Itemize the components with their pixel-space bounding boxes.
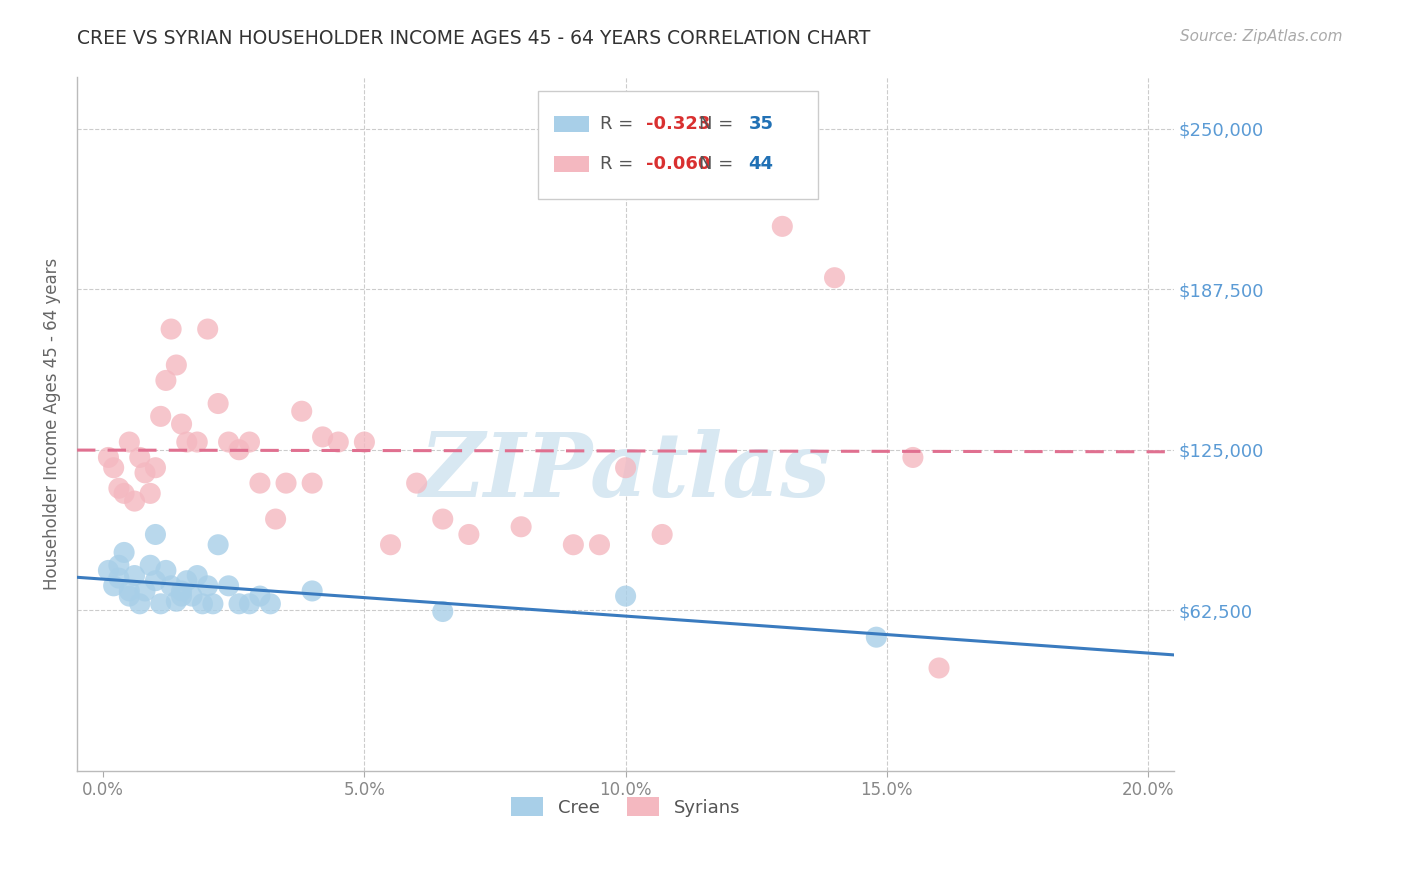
Text: 44: 44 [748,155,773,173]
Point [457,527,479,541]
Point [112,545,135,559]
Point [145,527,167,541]
Point [170,417,193,431]
Point [432,512,454,526]
Point [155,373,177,387]
Point [207,538,229,552]
Text: -0.323: -0.323 [647,115,711,133]
Point [865,630,887,644]
Y-axis label: Householder Income Ages 45 - 64 years: Householder Income Ages 45 - 64 years [44,258,60,591]
Point [108,558,131,573]
Point [614,460,637,475]
Point [562,538,585,552]
Point [176,574,198,588]
Point [405,476,427,491]
Point [249,476,271,491]
Point [118,435,141,450]
Point [380,538,402,552]
Point [103,579,125,593]
Point [128,450,150,465]
Point [651,527,673,541]
Point [218,435,240,450]
Point [301,476,323,491]
Point [124,494,146,508]
Point [145,574,167,588]
Point [134,466,156,480]
FancyBboxPatch shape [554,156,589,172]
Point [155,563,177,577]
Point [160,579,183,593]
Point [291,404,314,418]
Legend: Cree, Syrians: Cree, Syrians [503,790,748,824]
Point [149,409,172,424]
Point [128,597,150,611]
Point [311,430,333,444]
Point [510,520,533,534]
FancyBboxPatch shape [538,91,817,199]
Point [170,589,193,603]
Text: R =: R = [600,115,640,133]
Point [207,396,229,410]
Point [588,538,610,552]
Point [165,594,187,608]
Text: Source: ZipAtlas.com: Source: ZipAtlas.com [1180,29,1343,44]
Point [139,486,162,500]
Point [201,597,224,611]
Point [112,486,135,500]
Point [770,219,793,234]
Point [238,435,260,450]
Point [218,579,240,593]
Point [824,270,846,285]
Point [328,435,350,450]
Point [614,589,637,603]
Point [197,322,219,336]
Text: R =: R = [600,155,640,173]
Point [160,322,183,336]
Point [108,571,131,585]
Point [165,358,187,372]
Point [170,584,193,599]
Text: ZIPatlas: ZIPatlas [420,429,831,516]
Point [124,568,146,582]
Point [928,661,950,675]
Point [108,481,131,495]
Point [249,589,271,603]
Point [259,597,281,611]
Point [118,589,141,603]
Point [145,460,167,475]
Point [186,568,208,582]
Point [176,435,198,450]
Point [666,178,689,193]
Point [186,435,208,450]
Point [301,584,323,599]
Point [228,442,250,457]
Point [228,597,250,611]
Point [274,476,297,491]
Point [432,605,454,619]
Point [264,512,287,526]
Text: 35: 35 [748,115,773,133]
Point [97,563,120,577]
Point [139,558,162,573]
Point [103,460,125,475]
Point [353,435,375,450]
Point [238,597,260,611]
Text: N =: N = [699,115,740,133]
Point [197,579,219,593]
Point [181,589,204,603]
FancyBboxPatch shape [554,116,589,131]
Point [97,450,120,465]
Point [118,584,141,599]
Text: CREE VS SYRIAN HOUSEHOLDER INCOME AGES 45 - 64 YEARS CORRELATION CHART: CREE VS SYRIAN HOUSEHOLDER INCOME AGES 4… [77,29,870,48]
Point [901,450,924,465]
Point [191,597,214,611]
Point [149,597,172,611]
Text: -0.060: -0.060 [647,155,711,173]
Text: N =: N = [699,155,740,173]
Point [134,584,156,599]
